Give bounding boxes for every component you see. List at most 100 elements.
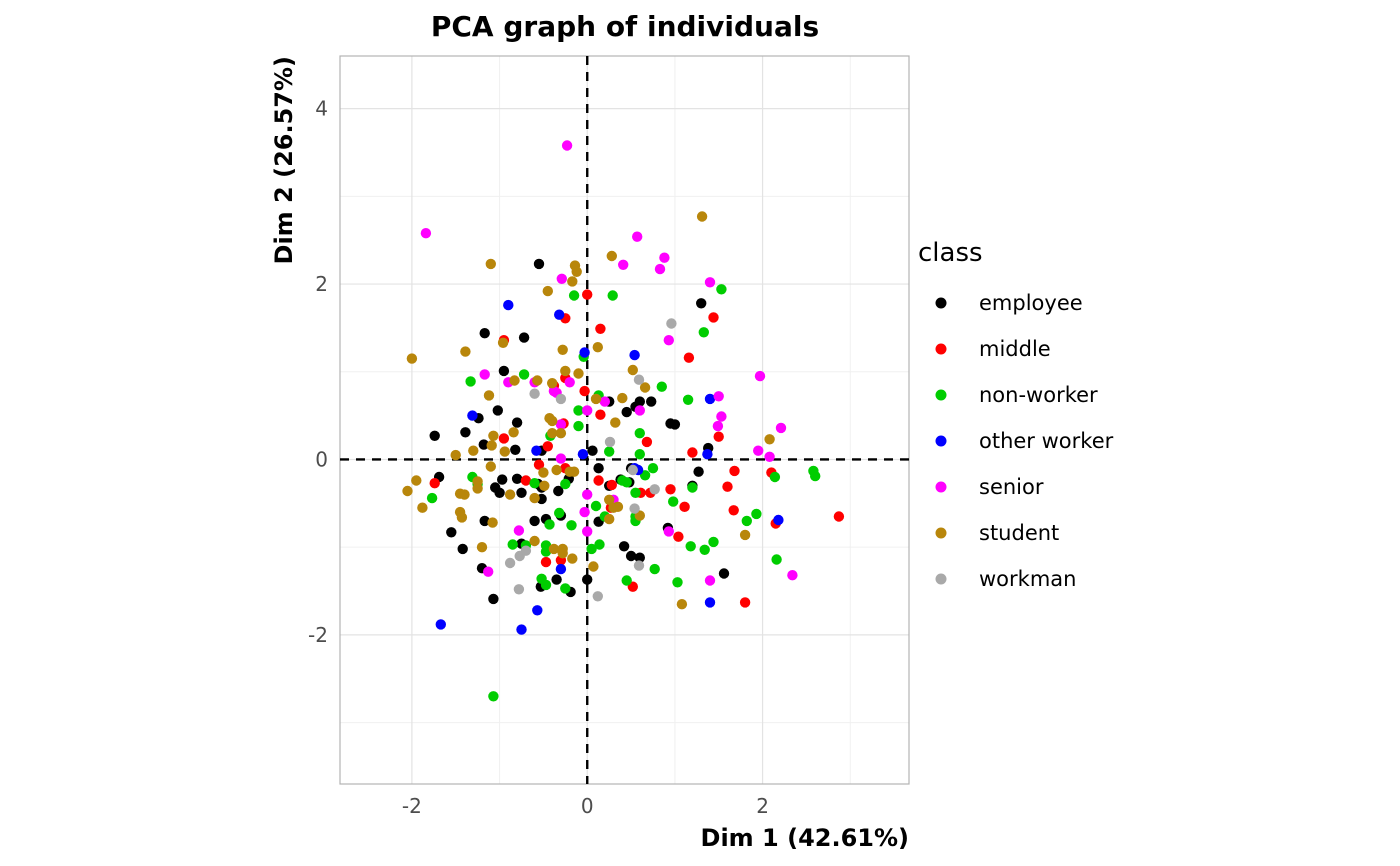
data-point	[566, 520, 577, 531]
data-point	[553, 485, 564, 497]
data-point	[754, 370, 766, 382]
data-point	[649, 484, 660, 495]
data-point	[582, 526, 593, 537]
data-point	[547, 428, 558, 439]
legend-key	[935, 481, 947, 493]
data-point	[649, 563, 660, 575]
y-tick-label: 2	[315, 272, 328, 296]
data-point	[450, 449, 461, 461]
data-point	[457, 543, 468, 555]
data-point	[554, 309, 565, 320]
data-point	[654, 263, 666, 275]
data-point	[446, 527, 457, 538]
data-point	[560, 365, 571, 377]
legend: class employee middle non-worker other work…	[918, 238, 1114, 591]
data-point	[485, 258, 496, 270]
data-point	[672, 577, 683, 588]
data-point	[516, 487, 527, 498]
data-point	[460, 427, 471, 438]
data-point	[465, 376, 476, 387]
data-point	[435, 619, 446, 630]
data-point	[665, 484, 676, 495]
data-point	[561, 140, 573, 151]
data-point	[633, 374, 645, 385]
legend-key	[935, 435, 947, 447]
data-point	[551, 574, 562, 585]
data-point	[538, 467, 549, 478]
data-point	[499, 446, 510, 457]
legend-label: senior	[979, 475, 1044, 499]
data-point	[673, 531, 684, 542]
data-point	[704, 277, 716, 288]
y-axis-label: Dim 2 (26.57%)	[270, 56, 298, 264]
data-point	[682, 394, 694, 405]
data-point	[604, 446, 615, 457]
data-point	[787, 570, 798, 581]
data-point	[663, 335, 674, 346]
data-point	[716, 284, 727, 295]
data-point	[456, 512, 468, 523]
legend-label: workman	[979, 567, 1076, 591]
plot-panel-border	[339, 55, 910, 785]
data-point	[627, 364, 638, 376]
x-tick-label: -2	[402, 794, 422, 818]
data-point	[698, 327, 709, 338]
data-point	[539, 480, 550, 491]
data-point	[518, 369, 530, 380]
data-point	[764, 451, 775, 462]
data-point	[764, 434, 775, 445]
data-point	[487, 517, 498, 528]
data-point	[479, 328, 490, 339]
data-point	[567, 553, 578, 564]
data-point	[554, 507, 565, 519]
data-point	[518, 332, 530, 343]
data-point	[406, 353, 418, 364]
data-point	[594, 539, 605, 550]
data-point	[504, 557, 516, 569]
legend-title: class	[918, 238, 983, 268]
data-point	[567, 276, 578, 287]
data-point	[568, 290, 580, 301]
legend-key	[935, 389, 947, 401]
data-point	[621, 477, 632, 488]
data-point	[693, 466, 704, 477]
data-point	[713, 431, 724, 442]
data-point	[548, 543, 560, 555]
x-axis-label: Dim 1 (42.61%)	[701, 824, 909, 852]
data-point	[533, 459, 545, 470]
legend-key	[935, 573, 947, 585]
data-point	[429, 478, 440, 489]
data-point	[599, 396, 610, 407]
data-point	[568, 466, 580, 477]
data-point	[683, 352, 695, 363]
data-point	[604, 513, 615, 525]
legend-label: non-worker	[979, 383, 1098, 407]
data-point	[610, 417, 621, 428]
data-point	[459, 489, 470, 500]
data-point	[494, 487, 505, 498]
legend-label: middle	[979, 337, 1051, 361]
series-employee	[429, 258, 730, 605]
data-point	[468, 445, 479, 456]
data-point	[560, 583, 571, 594]
data-point	[547, 415, 558, 427]
legend-key	[935, 343, 947, 355]
legend-label: other worker	[979, 429, 1114, 453]
data-point	[485, 461, 496, 472]
series-senior	[420, 140, 798, 586]
chart-title: PCA graph of individuals	[431, 10, 819, 43]
data-point	[621, 575, 632, 586]
data-point	[604, 494, 615, 505]
data-point	[555, 453, 567, 464]
series-workman	[504, 318, 677, 602]
data-point	[426, 492, 438, 504]
data-point	[479, 515, 490, 527]
data-point	[508, 427, 519, 438]
data-point	[728, 505, 739, 516]
series-non-worker	[426, 284, 821, 702]
data-point	[560, 478, 571, 490]
data-point	[666, 318, 677, 329]
data-point	[532, 605, 543, 616]
data-point	[618, 259, 629, 270]
data-point	[582, 489, 593, 500]
